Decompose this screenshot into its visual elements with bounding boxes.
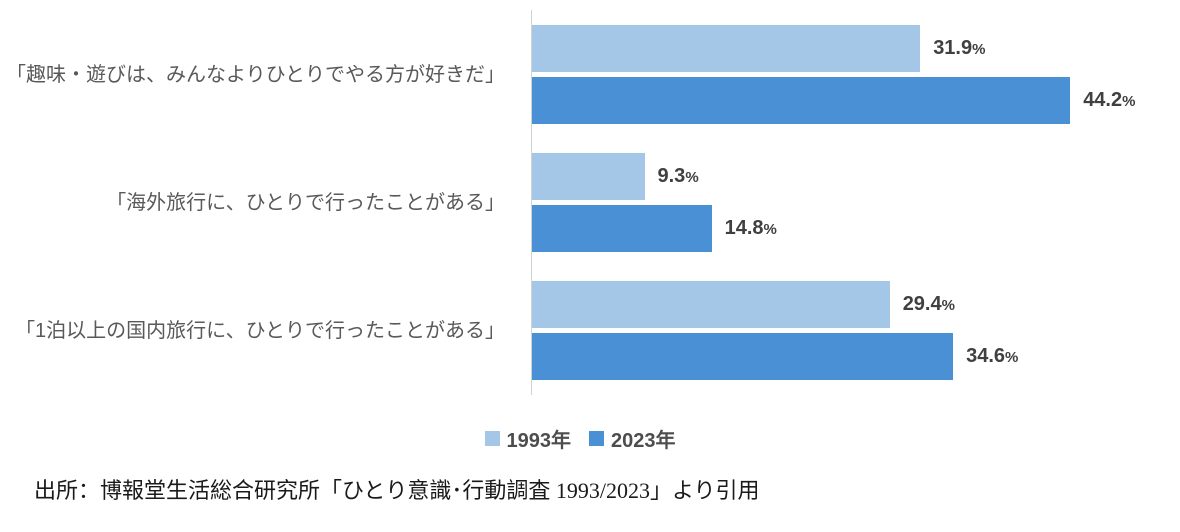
bar-2023 [531, 205, 712, 252]
legend-label-1993: 1993年 [506, 430, 572, 452]
bar-row-1993: 29.4% [531, 281, 1018, 328]
bar-row-2023: 44.2% [531, 77, 1135, 124]
value-label-2023: 34.6% [966, 345, 1018, 368]
category-group: 「1泊以上の国内旅行に、ひとりで行ったことがある」 29.4% 34.6% [0, 281, 1180, 380]
legend-item-2023: 2023年 [589, 424, 676, 453]
legend-swatch-1993 [484, 431, 500, 446]
bar-row-2023: 14.8% [531, 205, 777, 252]
bar-pair: 29.4% 34.6% [531, 281, 1018, 380]
percent-sign: % [1122, 93, 1136, 110]
category-group: 「趣味・遊びは、みんなよりひとりでやる方が好きだ」 31.9% 44.2% [0, 25, 1180, 124]
percent-sign: % [941, 297, 955, 314]
value-label-2023: 14.8% [725, 217, 777, 240]
bar-groups: 「趣味・遊びは、みんなよりひとりでやる方が好きだ」 31.9% 44.2% 「海外旅行… [0, 25, 1180, 380]
legend-item-1993: 1993年 [484, 424, 572, 453]
bar-1993 [531, 25, 921, 72]
category-group: 「海外旅行に、ひとりで行ったことがある」 9.3% 14.8% [0, 153, 1180, 252]
category-label: 「海外旅行に、ひとりで行ったことがある」 [106, 191, 505, 214]
bar-1993 [531, 153, 645, 200]
percent-sign: % [685, 169, 699, 186]
bar-row-2023: 34.6% [531, 333, 1018, 380]
percent-sign: % [1005, 349, 1019, 366]
value-number: 9.3 [657, 165, 686, 187]
bar-chart-plot: 「趣味・遊びは、みんなよりひとりでやる方が好きだ」 31.9% 44.2% 「海外旅行… [0, 10, 1180, 395]
value-label-2023: 44.2% [1083, 89, 1135, 112]
bar-row-1993: 9.3% [531, 153, 777, 200]
bar-2023 [531, 77, 1071, 124]
value-number: 31.9 [933, 37, 973, 59]
value-number: 34.6 [966, 345, 1006, 367]
value-label-1993: 9.3% [658, 165, 699, 188]
value-number: 44.2 [1083, 89, 1123, 111]
category-label: 「1泊以上の国内旅行に、ひとりで行ったことがある」 [15, 319, 505, 342]
bar-pair: 9.3% 14.8% [531, 153, 777, 252]
legend-label-2023: 2023年 [611, 430, 676, 452]
bar-pair: 31.9% 44.2% [531, 25, 1135, 124]
chart-legend: 1993年 2023年 [0, 424, 1170, 453]
category-label: 「趣味・遊びは、みんなよりひとりでやる方が好きだ」 [6, 63, 505, 86]
percent-sign: % [972, 41, 986, 58]
value-number: 29.4 [902, 293, 942, 315]
value-label-1993: 31.9% [933, 37, 985, 60]
value-number: 14.8 [724, 217, 764, 239]
vertical-axis-line [531, 10, 532, 395]
bar-row-1993: 31.9% [531, 25, 1135, 72]
percent-sign: % [763, 221, 777, 238]
source-citation: 出所：博報堂生活総合研究所「ひとり意識･行動調査 1993/2023」より引用 [34, 478, 760, 503]
bar-2023 [531, 333, 954, 380]
value-label-1993: 29.4% [903, 293, 955, 316]
bar-1993 [531, 281, 890, 328]
legend-swatch-2023 [589, 431, 604, 446]
